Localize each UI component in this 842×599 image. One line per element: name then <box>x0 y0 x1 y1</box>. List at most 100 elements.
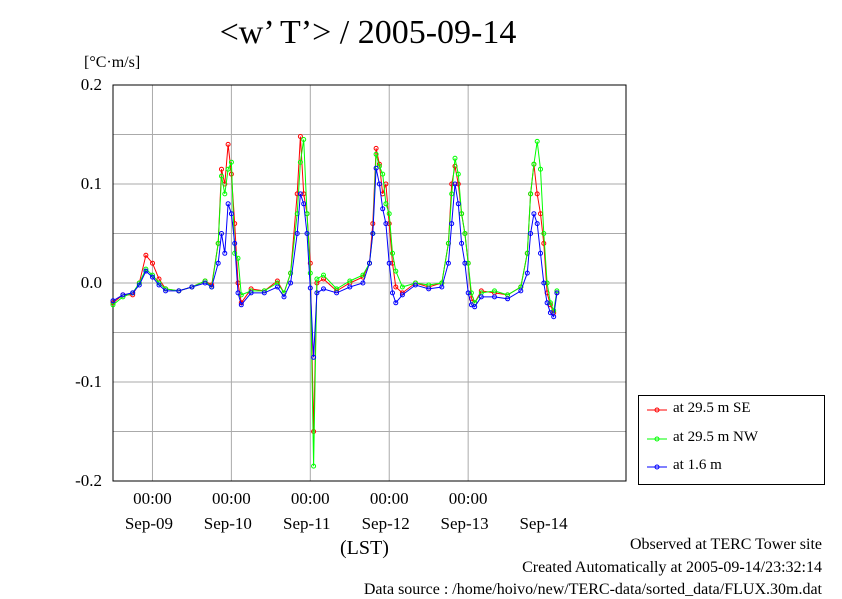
data-point <box>462 260 468 266</box>
data-point <box>367 260 372 266</box>
data-point <box>399 292 405 298</box>
data-point <box>452 181 458 187</box>
data-point <box>373 165 379 171</box>
data-point <box>531 161 537 167</box>
data-point <box>297 191 303 197</box>
series-line-0 <box>112 136 558 432</box>
y-tick-label: 0.1 <box>80 174 102 193</box>
data-point <box>449 181 455 187</box>
data-point <box>314 276 320 282</box>
data-point <box>505 296 511 302</box>
data-point <box>426 286 432 292</box>
x-tick-time: 00:00 <box>133 489 172 508</box>
data-point <box>294 231 300 236</box>
data-point <box>455 201 461 207</box>
data-point <box>321 286 326 292</box>
data-point <box>288 280 294 286</box>
data-point <box>202 280 208 286</box>
data-point <box>393 284 399 290</box>
data-point <box>150 274 155 280</box>
data-point <box>383 221 389 227</box>
data-point <box>274 284 280 290</box>
data-point <box>554 290 560 296</box>
data-point <box>465 290 471 296</box>
data-point <box>492 294 497 300</box>
data-point <box>311 354 317 360</box>
plot-frame <box>112 84 627 482</box>
data-point <box>541 280 547 286</box>
data-point <box>380 171 386 177</box>
data-point <box>386 221 392 227</box>
data-point <box>393 300 399 306</box>
series-line-1 <box>112 139 558 467</box>
data-point <box>462 231 468 236</box>
legend: at 29.5 m SE at 29.5 m NW at 1.6 m <box>638 395 825 485</box>
data-point <box>534 191 540 197</box>
data-point <box>225 141 231 147</box>
data-point <box>472 304 478 310</box>
data-point <box>445 260 451 266</box>
series-line-2 <box>112 168 558 358</box>
data-point <box>347 284 353 290</box>
data-point <box>393 268 399 274</box>
legend-swatch-low <box>647 464 667 470</box>
footer-created: Created Automatically at 2005-09-14/23:3… <box>522 559 822 576</box>
data-point <box>215 260 221 266</box>
data-point <box>150 260 155 266</box>
data-point <box>376 181 382 187</box>
data-point <box>163 288 169 294</box>
data-point <box>528 231 534 236</box>
data-point <box>136 282 142 288</box>
y-tick-label: 0.0 <box>80 273 102 292</box>
data-point <box>304 231 310 236</box>
data-point <box>209 284 215 290</box>
data-point <box>238 302 244 308</box>
legend-swatch-nw <box>647 436 667 442</box>
x-tick-date: Sep-12 <box>361 514 410 533</box>
legend-swatch-se <box>647 407 667 413</box>
data-point <box>307 285 313 291</box>
data-point <box>301 137 307 142</box>
data-point <box>156 282 162 288</box>
data-point <box>307 270 313 276</box>
data-point <box>541 231 547 236</box>
data-point <box>261 290 267 296</box>
data-point <box>551 314 557 320</box>
data-point <box>294 191 300 197</box>
data-point <box>297 159 303 165</box>
data-point <box>528 191 534 197</box>
data-point <box>380 206 386 212</box>
y-tick-label: -0.2 <box>75 471 102 490</box>
data-point <box>492 288 497 294</box>
data-point <box>189 284 195 290</box>
data-point <box>455 181 461 187</box>
data-point <box>478 294 484 300</box>
legend-label-nw: at 29.5 m NW <box>673 429 758 445</box>
x-axis-label: (LST) <box>340 537 389 559</box>
x-tick-time: 00:00 <box>212 489 251 508</box>
data-point <box>281 294 287 300</box>
x-tick-time: 00:00 <box>369 489 409 508</box>
data-point <box>386 211 392 217</box>
data-point <box>143 252 149 258</box>
data-point <box>222 250 228 256</box>
data-point <box>541 240 547 246</box>
data-point <box>228 211 234 217</box>
footer-site: Observed at TERC Tower site <box>629 536 822 553</box>
data-point <box>232 240 238 246</box>
data-point <box>370 231 376 236</box>
data-point <box>228 159 234 165</box>
x-tick-time: 00:00 <box>448 489 488 508</box>
data-point <box>524 270 530 276</box>
data-point <box>248 290 254 296</box>
data-point <box>232 250 238 256</box>
y-tick-label: -0.1 <box>75 372 102 391</box>
data-point <box>360 280 366 286</box>
data-point <box>518 288 524 294</box>
legend-label-low: at 1.6 m <box>673 457 722 473</box>
data-point <box>373 145 379 151</box>
data-point <box>399 284 405 290</box>
data-point <box>321 272 326 278</box>
data-point <box>538 250 543 256</box>
x-tick-date: Sep-14 <box>519 514 568 533</box>
